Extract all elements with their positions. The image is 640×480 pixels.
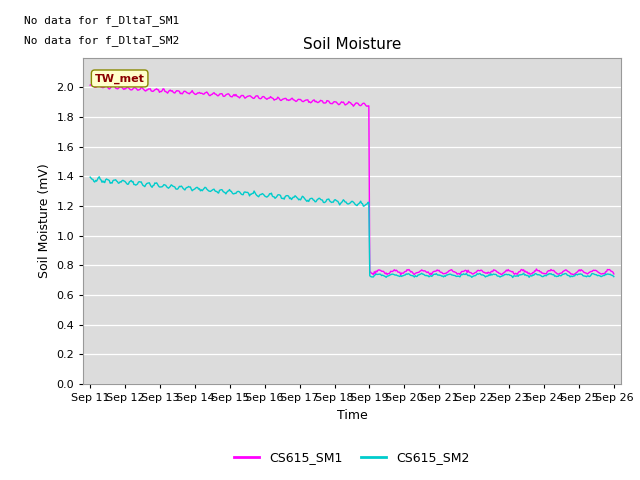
Text: No data for f_DltaT_SM1: No data for f_DltaT_SM1 — [24, 15, 179, 26]
X-axis label: Time: Time — [337, 408, 367, 421]
Text: TW_met: TW_met — [95, 73, 145, 84]
Text: No data for f_DltaT_SM2: No data for f_DltaT_SM2 — [24, 35, 179, 46]
Title: Soil Moisture: Soil Moisture — [303, 37, 401, 52]
Legend: CS615_SM1, CS615_SM2: CS615_SM1, CS615_SM2 — [229, 446, 475, 469]
Y-axis label: Soil Moisture (mV): Soil Moisture (mV) — [38, 163, 51, 278]
